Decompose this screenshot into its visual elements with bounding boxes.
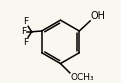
Text: OH: OH [91,11,106,21]
Text: F: F [23,17,28,26]
Text: OCH₃: OCH₃ [70,73,94,82]
Text: F: F [21,27,26,36]
Text: F: F [23,38,28,47]
